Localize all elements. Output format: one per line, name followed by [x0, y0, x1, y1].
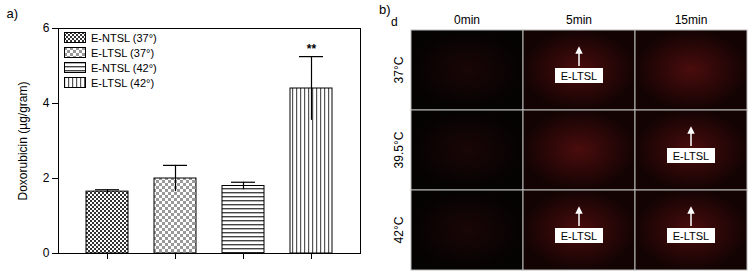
svg-text:E-LTSL: E-LTSL: [561, 230, 597, 242]
html-text:E-LTSL (42°): E-LTSL (42°): [91, 76, 155, 89]
svg-text:39.5°C: 39.5°C: [392, 131, 406, 168]
svg-text:**: **: [307, 42, 317, 56]
svg-text:E-LTSL: E-LTSL: [673, 150, 709, 162]
svg-text:0: 0: [43, 246, 50, 260]
svg-text:E-LTSL: E-LTSL: [673, 230, 709, 242]
svg-text:4: 4: [43, 96, 50, 110]
svg-text:Doxorubicin (µg/gram): Doxorubicin (µg/gram): [16, 82, 30, 201]
html-text:E-NTSL (37°): E-NTSL (37°): [91, 31, 157, 44]
svg-text:a): a): [7, 6, 19, 21]
svg-text:2: 2: [43, 171, 50, 185]
svg-text:42°C: 42°C: [392, 216, 406, 243]
svg-text:b): b): [379, 2, 391, 17]
svg-text:d: d: [391, 15, 398, 29]
svg-text:15min: 15min: [675, 13, 708, 27]
svg-text:E-LTSL: E-LTSL: [561, 70, 597, 82]
svg-text:0min: 0min: [454, 13, 480, 27]
svg-text:37°C: 37°C: [392, 56, 406, 83]
html-text:E-NTSL (42°): E-NTSL (42°): [91, 61, 157, 74]
svg-text:5min: 5min: [566, 13, 592, 27]
html-text:E-LTSL (37°): E-LTSL (37°): [91, 46, 155, 59]
svg-text:6: 6: [43, 21, 50, 35]
